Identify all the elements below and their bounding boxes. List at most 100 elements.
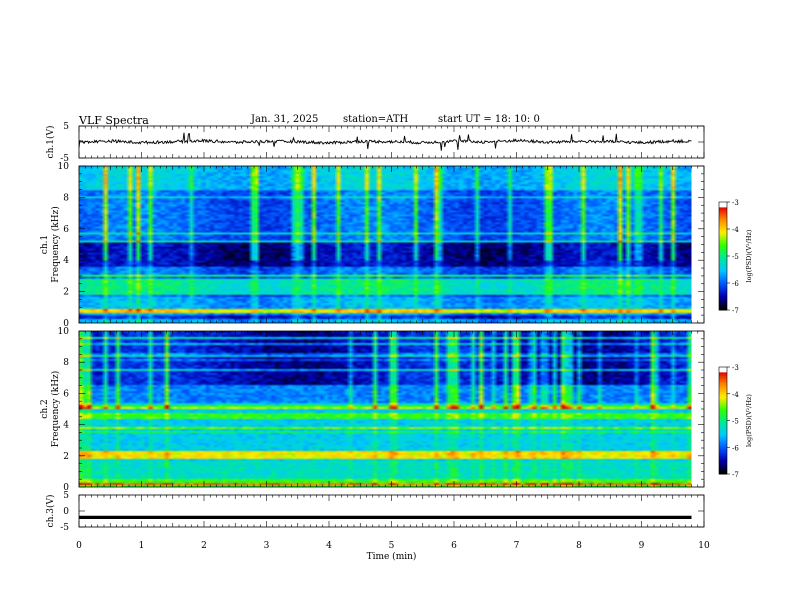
colorbar-cell [719, 221, 727, 225]
colorbar-cell [719, 266, 727, 270]
colorbar-cell [719, 263, 727, 266]
colorbar-cell [719, 239, 727, 243]
colorbar-cell [719, 413, 727, 416]
ch2-spectrogram-colorbar-label: log(PSD)(V²/Hz) [745, 394, 753, 447]
y-tick-label: -5 [60, 154, 69, 164]
colorbar-cell [719, 374, 727, 377]
colorbar-cell [719, 247, 727, 250]
x-axis-label: Time (min) [367, 551, 417, 562]
colorbar-cell [719, 416, 727, 420]
colorbar-cell [719, 288, 727, 291]
colorbar-tick-label: -7 [732, 471, 739, 479]
colorbar-cell [719, 301, 727, 304]
x-tick-label: 9 [639, 541, 645, 551]
colorbar-cell [719, 397, 727, 400]
colorbar-cell [719, 211, 727, 214]
x-tick-label: 4 [326, 541, 332, 551]
colorbar-cell [719, 261, 727, 264]
colorbar-cell [719, 243, 727, 246]
colorbar-cell [719, 306, 727, 309]
colorbar-cell [719, 265, 727, 268]
colorbar-cell [719, 395, 727, 398]
freq-tick-label: 4 [63, 256, 69, 266]
ch2-spectrogram-ylabel: Frequency (kHz) [50, 371, 61, 448]
colorbar-cell [719, 252, 727, 255]
ch2-spectrogram-image [79, 331, 692, 487]
freq-tick-label: 8 [63, 193, 69, 203]
colorbar-cell [719, 441, 727, 445]
colorbar-cell [719, 367, 727, 370]
colorbar-cell [719, 427, 727, 430]
colorbar-tick-label: -4 [732, 226, 739, 234]
colorbar-cell [719, 409, 727, 413]
colorbar-cell [719, 279, 727, 282]
colorbar-cell [719, 234, 727, 237]
colorbar-cell [719, 214, 727, 217]
colorbar-cell [719, 452, 727, 455]
colorbar-cell [719, 225, 727, 228]
x-tick-label: 10 [698, 541, 710, 551]
colorbar-cell [719, 308, 727, 311]
colorbar-cell [719, 275, 727, 279]
colorbar-cell [719, 425, 727, 429]
colorbar-cell [719, 424, 727, 427]
freq-tick-label: 2 [63, 452, 69, 462]
colorbar-cell [719, 429, 727, 432]
colorbar-cell [719, 302, 727, 306]
ch1-spectrogram-image [79, 166, 692, 323]
colorbar-cell [719, 379, 727, 382]
colorbar-cell [719, 202, 727, 205]
colorbar-cell [719, 422, 727, 425]
colorbar-cell [719, 383, 727, 386]
colorbar-cell [719, 304, 727, 307]
colorbar-cell [719, 274, 727, 277]
colorbar-cell [719, 293, 727, 297]
colorbar-cell [719, 399, 727, 402]
colorbar-cell [719, 459, 727, 463]
colorbar-cell [719, 297, 727, 300]
y-tick-label: 5 [63, 122, 69, 132]
ch1-spectrogram-channel-label: ch.1 [40, 235, 50, 254]
colorbar-cell [719, 447, 727, 450]
colorbar-cell [719, 386, 727, 389]
colorbar-cell [719, 431, 727, 434]
colorbar-cell [719, 218, 727, 221]
colorbar-cell [719, 236, 727, 239]
colorbar-cell [719, 375, 727, 379]
colorbar-cell [719, 420, 727, 423]
colorbar-cell [719, 270, 727, 273]
colorbar-cell [719, 393, 727, 397]
colorbar-cell [719, 454, 727, 457]
x-tick-label: 8 [576, 541, 582, 551]
station-label: station=ATH [343, 114, 409, 125]
date-label: Jan. 31, 2025 [251, 114, 319, 125]
colorbar-cell [719, 216, 727, 219]
y-tick-label: 0 [63, 507, 69, 517]
colorbar-cell [719, 384, 727, 388]
colorbar-cell [719, 238, 727, 241]
colorbar-cell [719, 390, 727, 393]
colorbar-cell [719, 456, 727, 459]
colorbar-cell [719, 432, 727, 436]
colorbar-cell [719, 299, 727, 302]
colorbar-cell [719, 295, 727, 298]
colorbar-cell [719, 284, 727, 288]
freq-tick-label: 10 [58, 327, 70, 337]
x-tick-label: 2 [201, 541, 207, 551]
colorbar-cell [719, 368, 727, 372]
colorbar-cell [719, 292, 727, 295]
colorbar-tick-label: -3 [732, 199, 739, 207]
colorbar-cell [719, 438, 727, 441]
colorbar-cell [719, 406, 727, 409]
x-tick-label: 7 [514, 541, 520, 551]
colorbar-cell [719, 450, 727, 454]
colorbar-cell [719, 377, 727, 380]
colorbar-cell [719, 229, 727, 232]
colorbar-cell [719, 232, 727, 235]
colorbar-cell [719, 254, 727, 257]
colorbar-tick-label: -3 [732, 364, 739, 372]
x-tick-label: 5 [389, 541, 395, 551]
colorbar-cell [719, 449, 727, 452]
colorbar-cell [719, 381, 727, 384]
